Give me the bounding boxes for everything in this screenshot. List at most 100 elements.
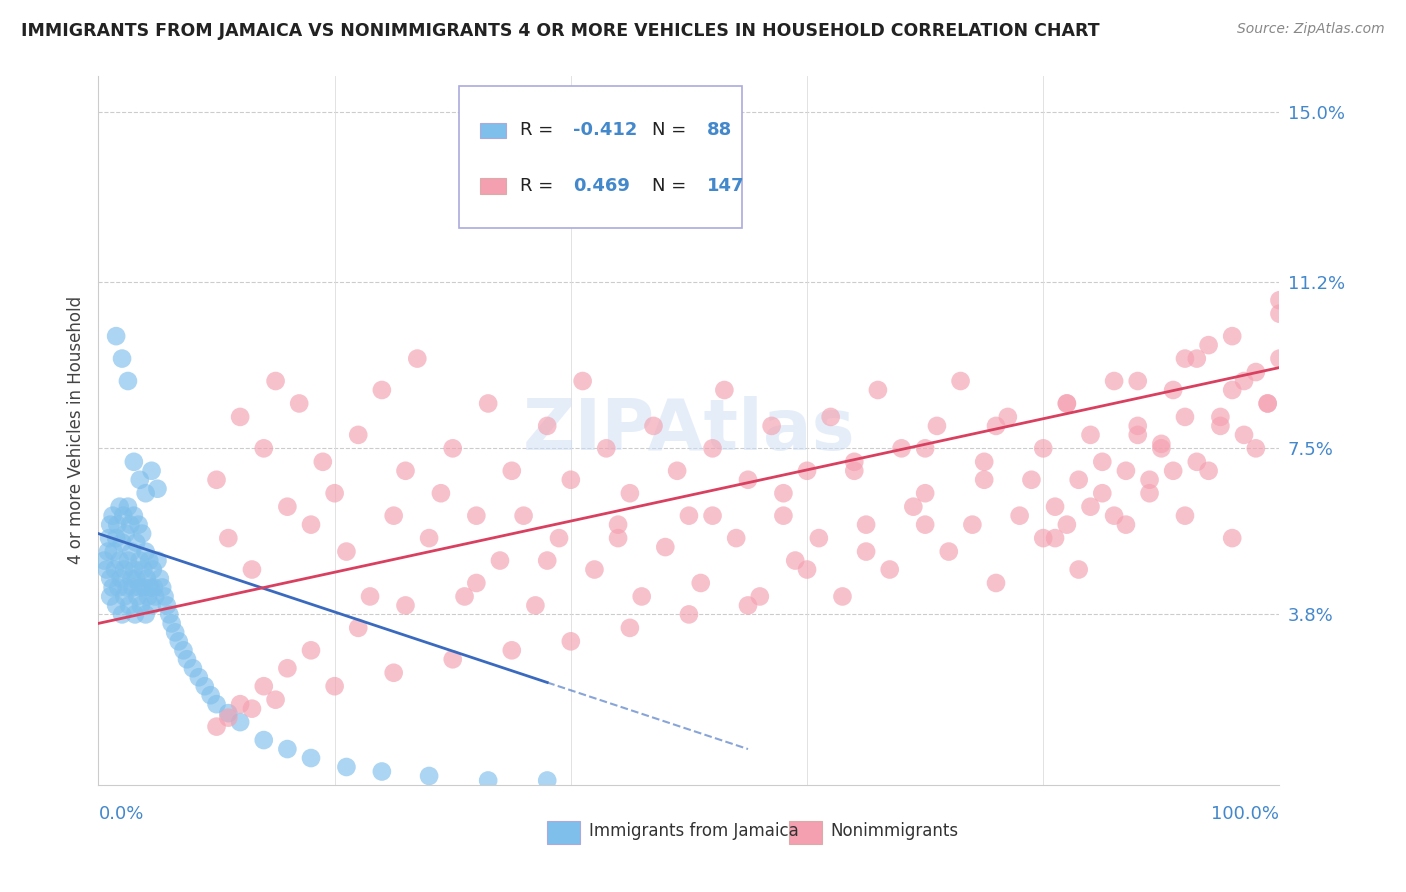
Point [394, 599, 416, 613]
Point [107, 581, 129, 595]
Point [489, 553, 512, 567]
Point [114, 526, 136, 541]
Point [98, 572, 121, 586]
Point [111, 607, 134, 622]
Point [689, 576, 711, 591]
Point [105, 599, 128, 613]
Point [477, 396, 499, 410]
Point [122, 562, 145, 576]
Point [115, 581, 138, 595]
Point [678, 607, 700, 622]
Point [1056, 396, 1078, 410]
Point [132, 562, 155, 576]
Point [949, 374, 972, 388]
Point [112, 590, 135, 604]
Point [276, 500, 298, 514]
Point [217, 706, 239, 720]
Point [914, 517, 936, 532]
Point [240, 701, 263, 715]
Point [93, 553, 115, 567]
Point [187, 670, 209, 684]
Point [430, 486, 453, 500]
Point [962, 517, 984, 532]
Point [702, 442, 724, 456]
Point [1233, 374, 1256, 388]
Point [844, 455, 866, 469]
Text: R =: R = [520, 121, 560, 139]
Point [160, 616, 183, 631]
Point [135, 486, 157, 500]
Point [165, 625, 187, 640]
Point [229, 715, 252, 730]
Point [1008, 508, 1031, 523]
Point [138, 553, 160, 567]
Point [465, 508, 488, 523]
Point [117, 500, 139, 514]
Point [118, 599, 141, 613]
Point [194, 679, 217, 693]
Point [997, 409, 1019, 424]
Point [124, 607, 146, 622]
Point [866, 383, 889, 397]
Point [702, 508, 724, 523]
Point [1126, 418, 1149, 433]
Point [1091, 455, 1114, 469]
Point [903, 500, 925, 514]
Point [560, 634, 582, 648]
Point [1209, 418, 1232, 433]
Point [98, 590, 121, 604]
Point [1268, 293, 1291, 308]
Point [1056, 396, 1078, 410]
Point [121, 544, 143, 558]
Point [1126, 374, 1149, 388]
Point [205, 473, 228, 487]
Point [111, 351, 134, 366]
Point [1080, 428, 1102, 442]
Point [1150, 442, 1173, 456]
Point [125, 572, 148, 586]
Point [1161, 464, 1184, 478]
Point [772, 486, 794, 500]
Point [157, 607, 180, 622]
Point [359, 590, 381, 604]
Point [276, 742, 298, 756]
Point [1126, 428, 1149, 442]
Point [1233, 428, 1256, 442]
Text: 88: 88 [707, 121, 733, 139]
Text: 147: 147 [707, 177, 744, 194]
Text: ZIPAtlas: ZIPAtlas [523, 396, 855, 465]
Point [335, 760, 357, 774]
Point [105, 329, 128, 343]
Point [1161, 383, 1184, 397]
Point [1080, 500, 1102, 514]
Point [1220, 383, 1243, 397]
Point [1150, 437, 1173, 451]
Point [142, 562, 165, 576]
Point [713, 383, 735, 397]
Point [156, 599, 179, 613]
Point [217, 711, 239, 725]
Point [1220, 531, 1243, 545]
Point [1244, 442, 1267, 456]
Point [536, 773, 558, 788]
Point [394, 464, 416, 478]
Point [1032, 531, 1054, 545]
Point [108, 500, 131, 514]
Point [938, 544, 960, 558]
Point [914, 486, 936, 500]
Point [772, 508, 794, 523]
Text: IMMIGRANTS FROM JAMAICA VS NONIMMIGRANTS 4 OR MORE VEHICLES IN HOUSEHOLD CORRELA: IMMIGRANTS FROM JAMAICA VS NONIMMIGRANTS… [21, 22, 1099, 40]
Point [101, 508, 124, 523]
Point [536, 553, 558, 567]
Point [347, 428, 370, 442]
Point [1174, 351, 1197, 366]
Point [925, 418, 948, 433]
FancyBboxPatch shape [479, 122, 506, 138]
Point [973, 473, 995, 487]
Point [141, 464, 163, 478]
Point [121, 572, 143, 586]
Point [153, 590, 176, 604]
Point [1032, 442, 1054, 456]
Point [1198, 338, 1220, 352]
Point [142, 581, 165, 595]
